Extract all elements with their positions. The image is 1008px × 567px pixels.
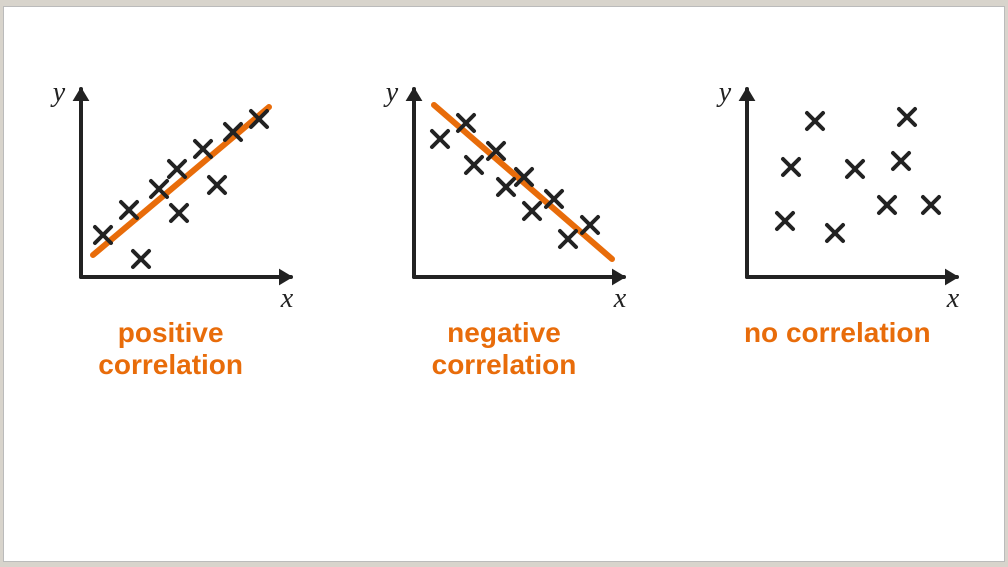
- caption-positive: positive correlation: [98, 317, 243, 381]
- panel-negative: yxnegative correlation: [374, 77, 634, 381]
- x-axis-label: x: [946, 283, 960, 307]
- scatter-positive: yx: [41, 77, 301, 307]
- figure-card: yxpositive correlationyxnegative correla…: [3, 6, 1005, 562]
- scatter-negative: yx: [374, 77, 634, 307]
- panel-none: yxno correlation: [707, 77, 967, 349]
- panel-positive: yxpositive correlation: [41, 77, 301, 381]
- trend-line: [93, 107, 269, 255]
- y-axis-label: y: [49, 77, 65, 108]
- y-axis-label: y: [383, 77, 399, 108]
- x-axis-label: x: [613, 283, 627, 307]
- y-axis-label: y: [716, 77, 732, 108]
- panels-row: yxpositive correlationyxnegative correla…: [4, 7, 1004, 561]
- scatter-none: yx: [707, 77, 967, 307]
- caption-none: no correlation: [744, 317, 931, 349]
- caption-negative: negative correlation: [432, 317, 577, 381]
- x-axis-label: x: [279, 283, 293, 307]
